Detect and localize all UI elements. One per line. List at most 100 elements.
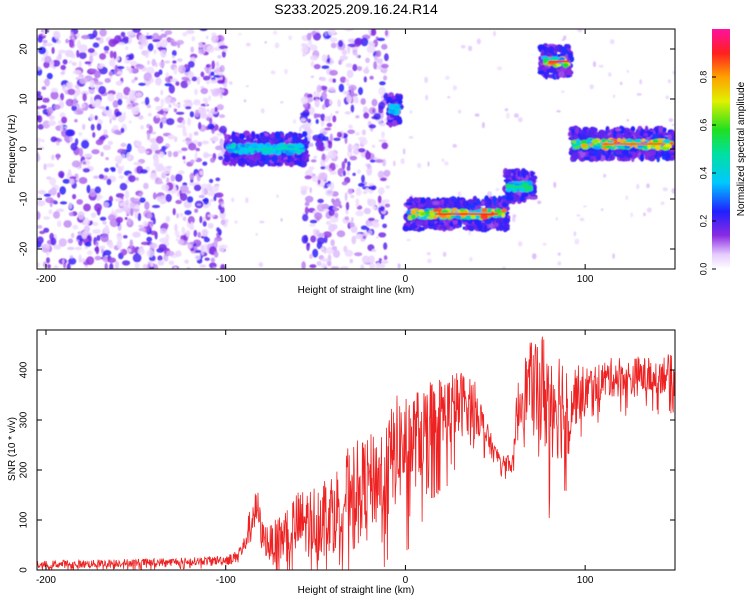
heatmap-cell bbox=[44, 43, 53, 47]
heatmap-cell bbox=[457, 218, 461, 226]
heatmap-cell bbox=[206, 35, 209, 40]
heatmap-cell bbox=[272, 30, 278, 35]
heatmap-cell bbox=[199, 113, 208, 119]
heatmap-cell bbox=[420, 197, 426, 204]
heatmap-cell bbox=[171, 99, 176, 105]
heatmap-cell bbox=[351, 217, 354, 223]
heatmap-cell bbox=[122, 36, 129, 41]
heatmap-cell bbox=[46, 107, 54, 115]
heatmap-cell bbox=[306, 242, 310, 251]
y-tick-label: 0 bbox=[19, 146, 30, 152]
heatmap-cell bbox=[358, 182, 365, 187]
heatmap-cell bbox=[212, 266, 217, 269]
heatmap-cell bbox=[37, 115, 43, 123]
heatmap-cell bbox=[391, 96, 397, 100]
heatmap-cell bbox=[227, 147, 233, 153]
heatmap-cell bbox=[624, 133, 631, 139]
heatmap-cell bbox=[42, 97, 50, 103]
heatmap-cell bbox=[313, 155, 318, 159]
heatmap-cell bbox=[114, 155, 123, 163]
heatmap-cell bbox=[354, 37, 363, 46]
heatmap-cell bbox=[377, 170, 384, 179]
heatmap-cell bbox=[347, 171, 350, 176]
heatmap-cell bbox=[336, 230, 346, 238]
heatmap-cell bbox=[210, 79, 218, 84]
heatmap-cell bbox=[162, 107, 170, 112]
heatmap-cell bbox=[48, 115, 56, 120]
heatmap-cell bbox=[137, 145, 146, 154]
heatmap-cell bbox=[126, 152, 132, 161]
heatmap-cell bbox=[220, 264, 226, 269]
heatmap-cell bbox=[379, 81, 386, 86]
heatmap-cell bbox=[168, 84, 175, 94]
heatmap-cell bbox=[126, 143, 132, 153]
heatmap-cell bbox=[360, 37, 369, 47]
heatmap-cell bbox=[200, 244, 204, 253]
heatmap-cell bbox=[502, 224, 510, 229]
heatmap-cell bbox=[99, 29, 107, 37]
heatmap-cell bbox=[321, 65, 330, 69]
heatmap-cell bbox=[394, 104, 400, 108]
x-tick-label: 0 bbox=[403, 575, 409, 586]
heatmap-cell bbox=[218, 204, 222, 210]
heatmap-cell bbox=[60, 64, 66, 71]
heatmap-cell bbox=[231, 197, 235, 203]
heatmap-cell bbox=[320, 113, 326, 122]
heatmap-cell bbox=[512, 216, 516, 223]
heatmap-cell bbox=[72, 224, 79, 230]
heatmap-cell bbox=[82, 161, 87, 165]
heatmap-cell bbox=[138, 227, 147, 232]
heatmap-cell bbox=[316, 261, 322, 266]
heatmap-cell bbox=[300, 118, 306, 122]
heatmap-cell bbox=[108, 242, 114, 249]
heatmap-cell bbox=[67, 88, 76, 96]
heatmap-cell bbox=[300, 112, 310, 117]
heatmap-cell bbox=[207, 214, 215, 218]
heatmap-cell bbox=[268, 149, 277, 153]
heatmap-cell bbox=[199, 170, 204, 176]
heatmap-cell bbox=[78, 177, 88, 184]
heatmap-cell bbox=[187, 196, 194, 203]
heatmap-cell bbox=[355, 53, 360, 59]
heatmap-cell bbox=[481, 121, 485, 129]
heatmap-cell bbox=[187, 117, 192, 126]
heatmap-cell bbox=[598, 129, 605, 138]
heatmap-cell bbox=[369, 75, 374, 80]
colorbar-tick-label: 0.2 bbox=[699, 215, 709, 228]
heatmap-cell bbox=[529, 176, 537, 181]
heatmap-cell bbox=[132, 29, 141, 33]
heatmap-cell bbox=[274, 42, 280, 49]
snr-axes: -200 -100 0 100 0 100 200 300 400 bbox=[19, 330, 675, 586]
heatmap-cell bbox=[207, 123, 215, 130]
heatmap-cell bbox=[150, 260, 154, 268]
heatmap-cell bbox=[44, 55, 52, 64]
heatmap-cell bbox=[316, 137, 321, 144]
heatmap-cell bbox=[97, 64, 104, 69]
heatmap-cell bbox=[203, 75, 211, 81]
heatmap-cell bbox=[329, 69, 338, 76]
heatmap-cell bbox=[260, 108, 265, 114]
heatmap-cell bbox=[113, 51, 117, 60]
heatmap-cell bbox=[307, 93, 313, 99]
heatmap-cell bbox=[47, 264, 51, 269]
colorbar-tick-label: 0.8 bbox=[699, 71, 709, 84]
heatmap-cell bbox=[104, 224, 110, 234]
heatmap-cell bbox=[347, 188, 353, 195]
heatmap-cell bbox=[589, 84, 594, 90]
heatmap-cell bbox=[220, 219, 226, 226]
heatmap-cell bbox=[165, 193, 172, 203]
heatmap-cell bbox=[78, 51, 87, 60]
heatmap-cell bbox=[228, 81, 233, 85]
heatmap-cell bbox=[542, 66, 548, 70]
heatmap-cell bbox=[213, 251, 219, 258]
heatmap-cell bbox=[322, 130, 327, 136]
heatmap-cell bbox=[95, 99, 102, 107]
heatmap-cell bbox=[368, 223, 372, 226]
heatmap-cell bbox=[160, 200, 165, 205]
heatmap-cell bbox=[94, 255, 102, 261]
heatmap-cell bbox=[76, 49, 80, 58]
heatmap-cell bbox=[554, 46, 560, 52]
heatmap-cell bbox=[215, 192, 224, 198]
heatmap-cell bbox=[209, 118, 213, 125]
